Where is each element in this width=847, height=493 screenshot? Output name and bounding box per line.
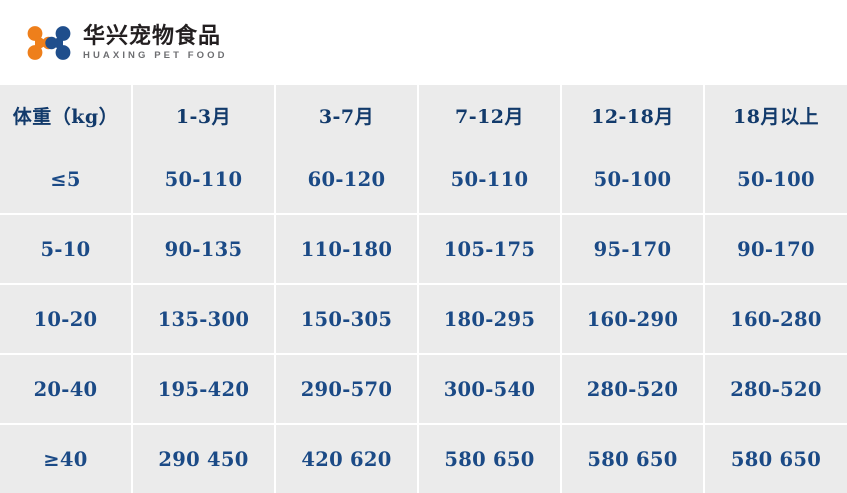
amount-cell: 50-100 — [704, 145, 847, 215]
column-header-weight: 体重（kg） — [0, 85, 133, 145]
amount-cell: 90-170 — [704, 214, 847, 285]
table-header-row: 体重（kg） 1-3月 3-7月 7-12月 12-18月 18月以上 — [0, 85, 847, 145]
column-header-1-3m: 1-3月 — [132, 85, 276, 145]
amount-cell: 150-305 — [275, 284, 419, 355]
amount-cell: 180-295 — [418, 284, 562, 355]
brand-name-en: HUAXING PET FOOD — [83, 49, 228, 61]
amount-cell: 105-175 — [418, 214, 562, 285]
amount-cell: 580 650 — [704, 424, 847, 493]
brand-header: 华兴宠物食品 HUAXING PET FOOD — [0, 0, 847, 85]
brand-wordmark: 华兴宠物食品 HUAXING PET FOOD — [83, 25, 228, 61]
amount-cell: 160-290 — [561, 284, 705, 355]
amount-cell: 195-420 — [132, 354, 276, 425]
amount-cell: 420 620 — [275, 424, 419, 493]
weight-cell: 5-10 — [0, 214, 133, 285]
amount-cell: 95-170 — [561, 214, 705, 285]
amount-cell: 50-110 — [418, 145, 562, 215]
feeding-amount-table: 体重（kg） 1-3月 3-7月 7-12月 12-18月 18月以上 ≤5 5… — [0, 85, 847, 493]
amount-cell: 580 650 — [561, 424, 705, 493]
amount-cell: 90-135 — [132, 214, 276, 285]
amount-cell: 290 450 — [132, 424, 276, 493]
column-header-3-7m: 3-7月 — [275, 85, 419, 145]
weight-cell: ≤5 — [0, 145, 133, 215]
amount-cell: 160-280 — [704, 284, 847, 355]
column-header-12-18m: 12-18月 — [561, 85, 705, 145]
table-row: 5-10 90-135 110-180 105-175 95-170 90-17… — [0, 214, 847, 285]
table-row: ≤5 50-110 60-120 50-110 50-100 50-100 — [0, 145, 847, 215]
amount-cell: 110-180 — [275, 214, 419, 285]
amount-cell: 280-520 — [561, 354, 705, 425]
bone-molecule-logo-icon — [26, 23, 72, 63]
table-row: 20-40 195-420 290-570 300-540 280-520 28… — [0, 354, 847, 425]
weight-cell: 20-40 — [0, 354, 133, 425]
amount-cell: 580 650 — [418, 424, 562, 493]
weight-cell: ≥40 — [0, 424, 133, 493]
column-header-7-12m: 7-12月 — [418, 85, 562, 145]
amount-cell: 50-100 — [561, 145, 705, 215]
amount-cell: 50-110 — [132, 145, 276, 215]
column-header-18m-plus: 18月以上 — [704, 85, 847, 145]
table-row: ≥40 290 450 420 620 580 650 580 650 580 … — [0, 424, 847, 493]
amount-cell: 280-520 — [704, 354, 847, 425]
weight-cell: 10-20 — [0, 284, 133, 355]
brand-name-cn: 华兴宠物食品 — [83, 23, 222, 49]
amount-cell: 290-570 — [275, 354, 419, 425]
amount-cell: 300-540 — [418, 354, 562, 425]
amount-cell: 60-120 — [275, 145, 419, 215]
amount-cell: 135-300 — [132, 284, 276, 355]
table-row: 10-20 135-300 150-305 180-295 160-290 16… — [0, 284, 847, 355]
